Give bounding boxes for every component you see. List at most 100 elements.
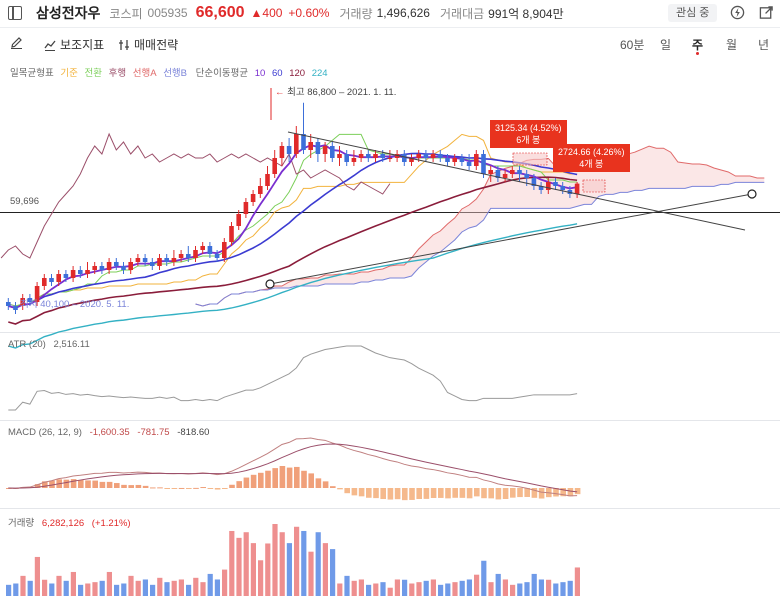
share-icon[interactable] xyxy=(759,5,774,20)
kijun-line xyxy=(8,133,578,307)
volume-bar xyxy=(164,582,170,596)
candle-body xyxy=(157,258,162,266)
strategy-button[interactable]: 매매전략 xyxy=(118,36,178,53)
indicators-button[interactable]: 보조지표 xyxy=(44,36,104,53)
volume-bar xyxy=(459,580,465,596)
macd-histogram-bar xyxy=(409,488,415,500)
period-tab-60min[interactable]: 60분 xyxy=(620,38,645,52)
volume-bar xyxy=(373,583,379,596)
volume-bar xyxy=(445,583,451,596)
chart-toolbar: 보조지표 매매전략 60분 일 주 월 년 xyxy=(0,30,780,58)
watchlist-button[interactable]: 관심 중 xyxy=(668,4,718,22)
volume-bar xyxy=(186,584,192,596)
volume-bar xyxy=(142,579,148,596)
volume-bar xyxy=(531,573,537,596)
lightning-icon[interactable] xyxy=(730,5,745,20)
macd-histogram-bar xyxy=(344,488,350,494)
candle-body xyxy=(553,182,558,186)
legend-kijun: 기준 xyxy=(60,68,78,79)
candle-body xyxy=(416,154,421,158)
macd-histogram-bar xyxy=(265,470,271,488)
volume-bar xyxy=(366,584,372,596)
volume-bar xyxy=(193,577,199,596)
macd-histogram-bar xyxy=(358,488,365,497)
macd-histogram-bar xyxy=(157,487,163,489)
high-annotation: ← 최고 86,800 – 2021. 1. 11. xyxy=(275,87,397,98)
candle-body xyxy=(34,286,40,302)
pencil-icon xyxy=(11,37,22,49)
candle-body xyxy=(330,146,335,158)
candle-body xyxy=(344,154,349,162)
period-tab-year[interactable]: 년 xyxy=(758,38,770,52)
atr-line xyxy=(8,345,578,411)
volume-bar xyxy=(495,573,501,596)
sidebar-toggle-icon[interactable] xyxy=(8,6,22,20)
candle-body xyxy=(510,170,515,174)
volume-bar xyxy=(214,579,220,596)
candle-body xyxy=(193,250,198,258)
ichimoku-cloud xyxy=(195,145,765,307)
volume-bar xyxy=(322,543,328,596)
ma224-line xyxy=(8,223,578,349)
volume-bar xyxy=(258,560,264,596)
candle-body xyxy=(171,258,177,262)
volume-bar xyxy=(92,582,98,596)
candle-body xyxy=(351,158,357,162)
candle-body xyxy=(430,154,436,158)
volume-bar xyxy=(394,579,400,596)
macd-histogram-bar xyxy=(250,474,257,488)
strategy-icon xyxy=(119,39,129,50)
volume-bar xyxy=(27,580,33,596)
candle-body xyxy=(258,186,263,194)
measure-box-1 xyxy=(512,152,548,166)
volume-bar xyxy=(157,577,163,596)
sub-indicators xyxy=(6,345,581,596)
stock-header: 삼성전자우 코스피 005935 66,600 ▲400 +0.60% 거래량 … xyxy=(0,0,780,26)
period-tab-month[interactable]: 월 xyxy=(726,38,738,52)
candle-body xyxy=(99,266,105,270)
macd-histogram-bar xyxy=(193,487,199,489)
candle-body xyxy=(538,186,544,190)
macd-histogram-bar xyxy=(330,486,336,488)
volume-bar xyxy=(337,583,343,596)
candle-body xyxy=(380,154,385,158)
macd-histogram-bar xyxy=(416,488,422,499)
volume-bar xyxy=(279,532,285,596)
candle-body xyxy=(402,154,407,162)
macd-histogram-bar xyxy=(531,488,538,498)
measure-badge-1-value: 3125.34 (4.52%) xyxy=(495,123,562,133)
volume-bar xyxy=(106,571,112,596)
legend-ma120: 120 xyxy=(289,68,306,79)
volume-value: 1,496,626 xyxy=(376,6,430,20)
macd-value-3: -818.60 xyxy=(177,427,210,438)
macd-histogram-bar xyxy=(322,481,329,488)
candle-body xyxy=(459,158,465,162)
header-divider xyxy=(0,27,780,28)
volume-bar xyxy=(351,580,357,596)
candle-body xyxy=(200,246,205,250)
volume-bar xyxy=(538,579,544,596)
legend-ma224: 224 xyxy=(311,68,328,79)
candle-body xyxy=(27,298,33,302)
candle-body xyxy=(128,262,133,270)
macd-label: MACD (26, 12, 9) xyxy=(8,427,82,438)
candle-body xyxy=(207,246,213,254)
macd-histogram-bar xyxy=(517,488,523,498)
period-tab-week[interactable]: 주 xyxy=(692,38,704,52)
macd-histogram-bar xyxy=(49,480,55,488)
macd-histogram-bar xyxy=(538,488,545,499)
volume-bar xyxy=(121,583,127,596)
volume-bar xyxy=(200,582,206,596)
volume-label: 거래량 xyxy=(8,518,35,529)
draw-button[interactable] xyxy=(10,36,23,49)
macd-histogram-bar xyxy=(445,488,451,499)
macd-histogram-bar xyxy=(150,487,156,489)
macd-signal-line xyxy=(8,443,578,493)
candle-body xyxy=(279,146,285,158)
volume-bar xyxy=(243,532,249,596)
measure-box-2 xyxy=(582,179,606,193)
candle-body xyxy=(114,262,119,266)
volume-bar xyxy=(150,584,156,596)
period-tab-day[interactable]: 일 xyxy=(660,38,672,52)
